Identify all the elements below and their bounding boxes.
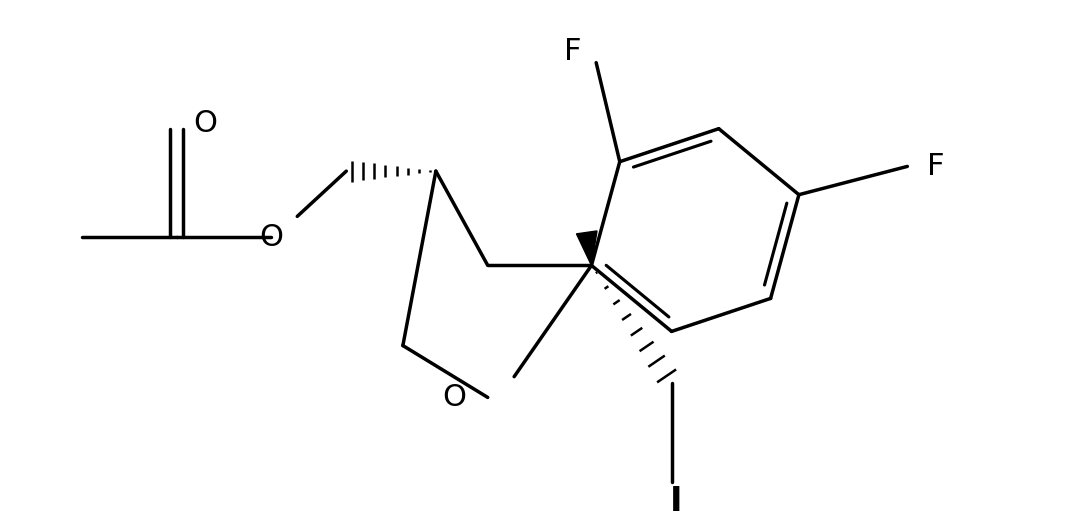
Text: O: O: [259, 223, 282, 252]
Text: O: O: [193, 110, 216, 138]
Text: O: O: [442, 383, 467, 412]
Text: F: F: [926, 152, 944, 181]
Text: I: I: [671, 485, 682, 517]
Text: F: F: [564, 37, 581, 66]
Polygon shape: [577, 231, 597, 265]
